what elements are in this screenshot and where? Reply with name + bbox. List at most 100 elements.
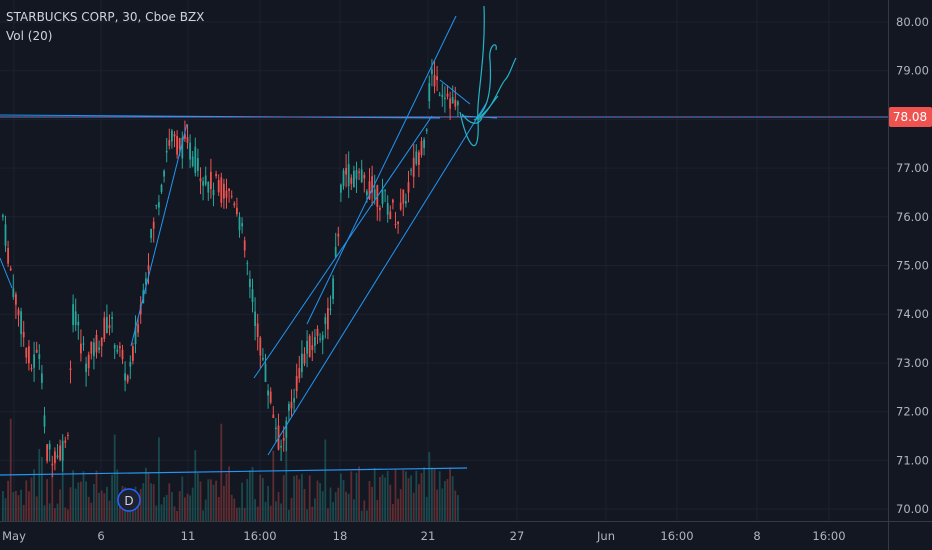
candle-body <box>334 246 337 258</box>
volume-bar <box>298 479 301 521</box>
candle-body <box>324 317 327 324</box>
candle-body <box>368 181 371 200</box>
volume-bar <box>454 490 457 521</box>
trend-line[interactable] <box>439 79 471 105</box>
chart-title[interactable]: STARBUCKS CORP, 30, Cboe BZX <box>6 10 205 24</box>
trend-line[interactable] <box>253 115 433 379</box>
candle-body <box>28 346 30 364</box>
candle-body <box>41 373 43 383</box>
candle-body <box>340 184 342 193</box>
volume-bar <box>132 508 134 521</box>
candle-body <box>288 403 290 411</box>
volume-bar <box>116 469 119 521</box>
candle-body <box>90 341 93 354</box>
volume-bar <box>64 507 67 521</box>
freehand-drawing[interactable] <box>475 44 497 119</box>
candle-body <box>212 189 215 196</box>
volume-bar <box>207 479 210 521</box>
candle-body <box>251 289 254 303</box>
candle-body <box>269 391 272 403</box>
volume-bar <box>285 432 288 521</box>
candle-body <box>308 335 311 358</box>
candle-body <box>306 340 308 354</box>
volume-bar <box>56 503 59 521</box>
volume-bar <box>51 473 54 521</box>
candle-body <box>431 69 433 75</box>
volume-bar <box>150 483 152 521</box>
volume-bar <box>194 450 197 521</box>
freehand-drawing[interactable] <box>473 95 499 121</box>
x-tick-label: 6 <box>97 529 104 543</box>
volume-bar <box>399 489 402 521</box>
candle-body <box>12 288 15 297</box>
price-axis[interactable]: 80.0079.0078.0077.0076.0075.0074.0073.00… <box>896 15 929 516</box>
trend-line[interactable] <box>130 123 188 347</box>
volume-bar <box>54 508 56 521</box>
volume-bar <box>329 487 332 521</box>
volume-bar <box>152 484 155 521</box>
event-marker[interactable]: D <box>117 488 141 512</box>
candle-body <box>389 211 392 220</box>
candle-body <box>220 177 223 203</box>
candle-body <box>184 134 186 139</box>
last-price-badge: 78.08 <box>889 107 932 127</box>
volume-bar <box>342 479 345 521</box>
candle-body <box>189 142 191 160</box>
event-marker-circle[interactable] <box>117 488 141 512</box>
candle-body <box>423 139 425 148</box>
candle-body <box>147 265 150 270</box>
trend-line[interactable] <box>0 257 13 289</box>
volume-bar <box>199 481 202 521</box>
candle-body <box>415 151 418 164</box>
trend-line[interactable] <box>306 15 457 325</box>
candle-body <box>155 204 158 206</box>
candle-body <box>59 445 61 460</box>
candle-body <box>124 373 126 381</box>
trend-line[interactable] <box>267 101 488 456</box>
time-axis[interactable]: May 6 11 16:00 18 21 27 Jun 16:00 8 16:00 <box>2 529 845 543</box>
volume-bar <box>184 497 186 521</box>
volume-bar <box>371 486 373 521</box>
volume-bar <box>267 486 269 521</box>
volume-bar <box>186 493 189 521</box>
volume-bar <box>108 500 111 521</box>
candle-body <box>93 342 95 357</box>
candle-body <box>386 203 389 215</box>
volume-bar <box>15 490 17 521</box>
candle-body <box>126 375 129 382</box>
event-marker-label: D <box>124 494 133 508</box>
volume-bar <box>288 509 290 521</box>
volume-indicator-label[interactable]: Vol (20) <box>6 29 53 43</box>
candle-body <box>181 137 184 159</box>
volume-bar <box>301 473 303 521</box>
candle-body <box>30 367 33 369</box>
volume-bar <box>449 467 451 521</box>
candle-body <box>17 309 20 316</box>
candle-body <box>56 455 59 458</box>
freehand-drawing[interactable] <box>461 113 483 124</box>
candle-body <box>358 171 360 173</box>
candle-body <box>116 349 119 352</box>
y-tick-label: 75.00 <box>896 259 929 273</box>
volume-bar <box>82 471 85 521</box>
candle-body <box>405 200 407 204</box>
candle-body <box>87 354 90 369</box>
volume-bar <box>350 471 353 521</box>
candle-body <box>171 130 173 142</box>
volume-bar <box>272 450 275 521</box>
candle-body <box>132 346 134 361</box>
candle-body <box>454 99 457 107</box>
volume-bar <box>168 483 171 521</box>
x-tick-label: 16:00 <box>660 529 693 543</box>
volume-bar <box>451 476 454 521</box>
volume-bar <box>236 507 238 521</box>
candle-body <box>314 336 316 346</box>
candle-body <box>394 223 397 225</box>
candle-body <box>412 157 415 177</box>
trend-line[interactable] <box>0 467 468 476</box>
candle-body <box>217 180 220 193</box>
volume-bar <box>334 492 337 521</box>
volume-bar <box>210 479 212 521</box>
